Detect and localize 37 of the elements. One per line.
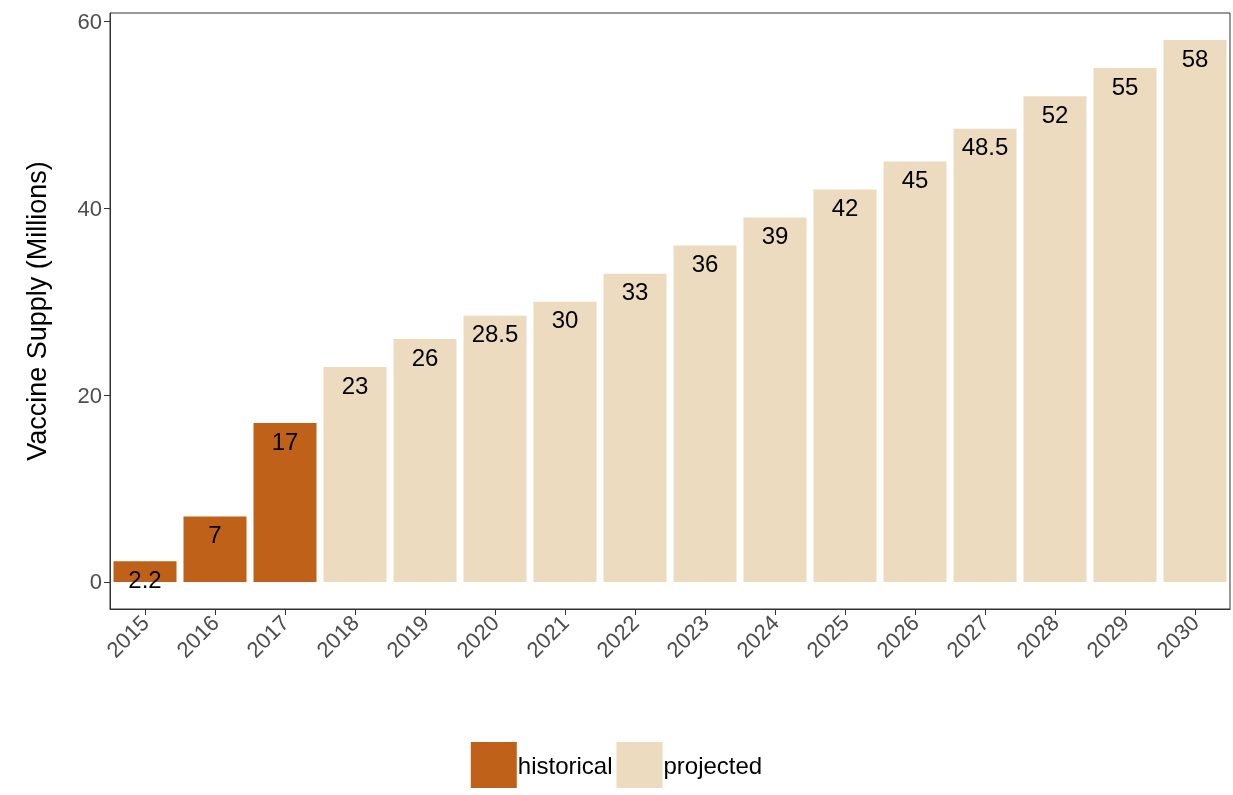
bar <box>743 217 807 582</box>
data-label: 55 <box>1111 72 1139 100</box>
bar <box>183 516 247 582</box>
data-label: 45 <box>901 166 929 194</box>
data-label: 36 <box>691 250 719 278</box>
legend-label: projected <box>663 751 763 779</box>
data-label: 17 <box>271 427 299 455</box>
data-label: 42 <box>831 194 859 222</box>
bar <box>253 423 317 582</box>
y-tick-label: 20 <box>77 382 102 408</box>
y-tick-label: 0 <box>89 569 102 595</box>
bar <box>603 273 667 582</box>
bar <box>953 128 1017 582</box>
y-axis-title: Vaccine Supply (Millions) <box>21 161 52 461</box>
data-label: 33 <box>621 278 649 306</box>
bar <box>533 301 597 582</box>
bar <box>463 315 527 582</box>
bar <box>673 245 737 582</box>
data-label: 39 <box>761 222 789 250</box>
data-label: 7 <box>208 521 222 549</box>
data-label: 48.5 <box>961 133 1009 161</box>
data-label: 52 <box>1041 100 1069 128</box>
data-label: 58 <box>1181 44 1209 72</box>
data-label: 26 <box>411 343 439 371</box>
bar <box>323 367 387 582</box>
bar <box>1163 40 1227 582</box>
bar <box>813 189 877 582</box>
y-tick-label: 60 <box>77 8 102 34</box>
bar <box>1093 68 1157 582</box>
bar <box>1023 96 1087 582</box>
legend-label: historical <box>517 751 613 779</box>
bar <box>393 339 457 582</box>
data-label: 28.5 <box>471 320 519 348</box>
y-tick-label: 40 <box>77 195 102 221</box>
bar <box>883 161 947 582</box>
data-label: 23 <box>341 371 369 399</box>
data-label: 30 <box>551 306 579 334</box>
